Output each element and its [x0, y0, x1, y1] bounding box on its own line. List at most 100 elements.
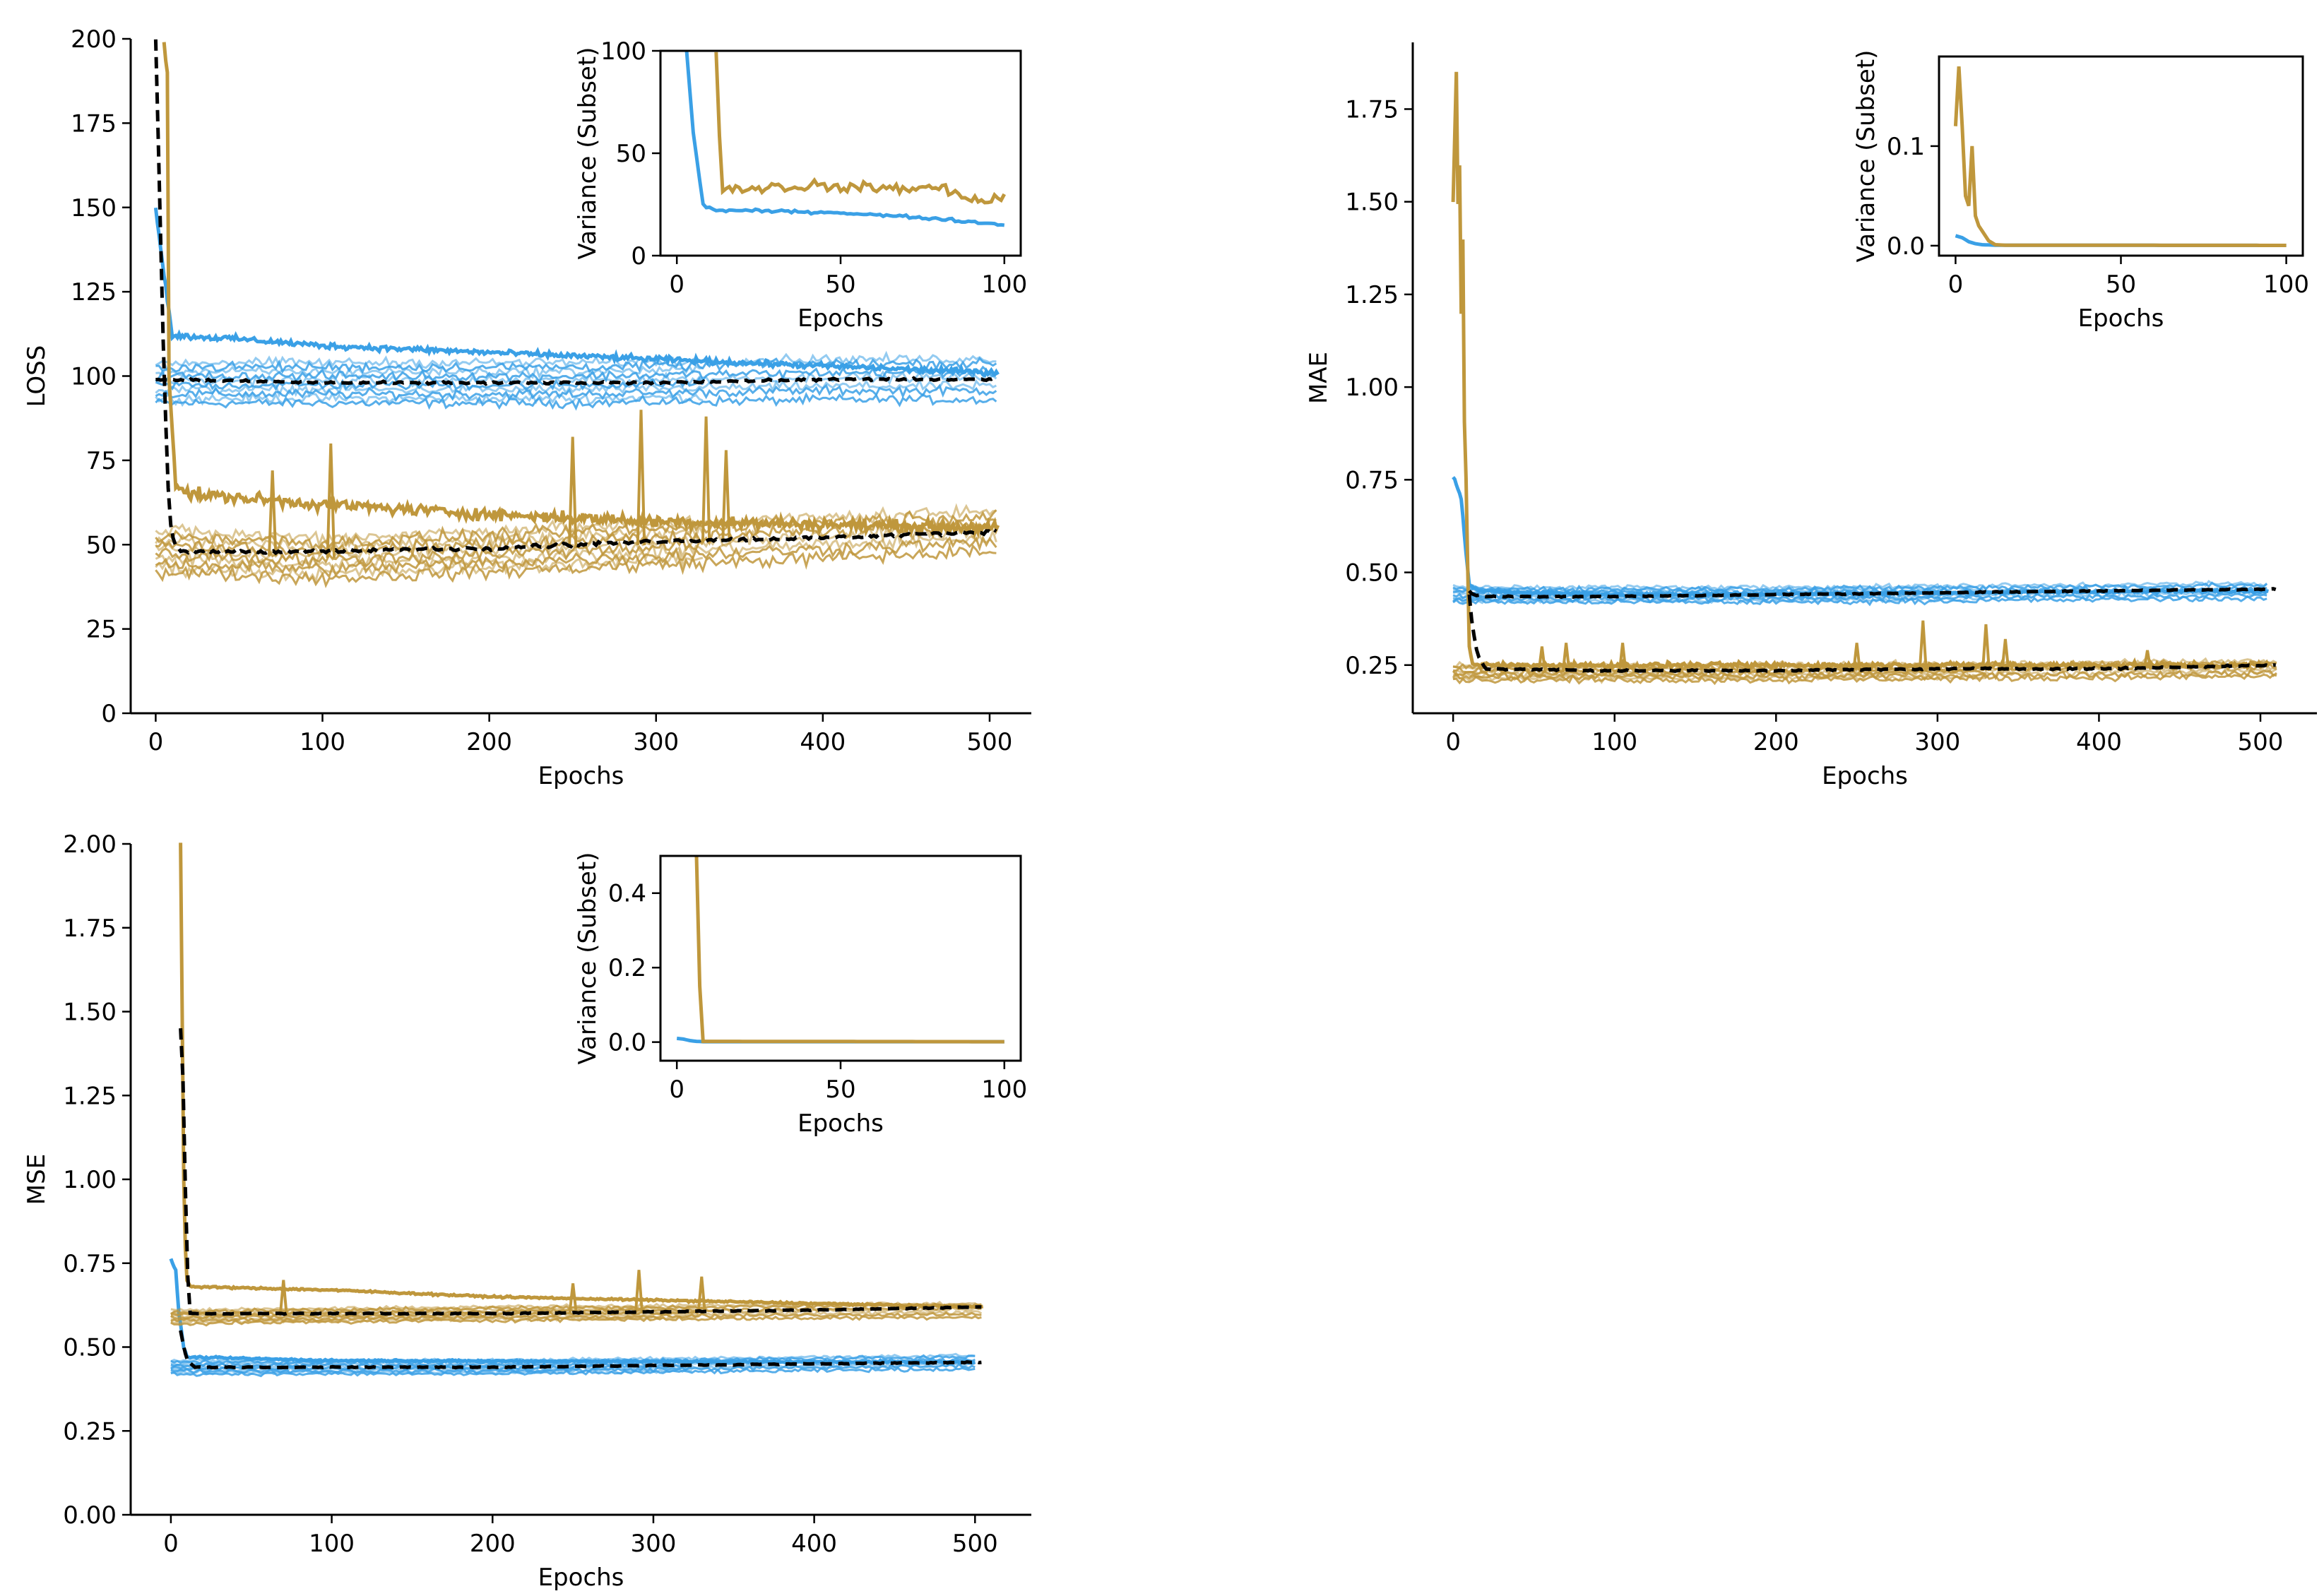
loss-main-y-tick-label: 25	[86, 616, 117, 644]
loss-main-series-blue-run	[155, 370, 997, 389]
loss-main-inset-x-tick-label: 100	[981, 270, 1027, 299]
mse-main-x-tick-label: 100	[309, 1530, 355, 1558]
mse-main-inset-series-gold	[694, 855, 1004, 1044]
loss-main-inset-y-tick-label: 100	[600, 37, 646, 66]
mae-main-x-tick-label: 0	[1445, 728, 1461, 756]
mse-main-y-tick-label: 0.25	[63, 1417, 117, 1446]
mse-main-spike-gold	[696, 1276, 706, 1313]
mse-main-inset-x-tick-label: 100	[981, 1076, 1027, 1104]
loss-main-y-tick-label: 125	[71, 278, 117, 306]
mae-main-spike-gold	[1537, 646, 1547, 673]
mse-main-inset: 0 50 100 0.0 0.2 0.4 Epochs Variance (Subset)	[574, 852, 1027, 1138]
loss-main-inset: 0 50 100 0 50 100 Epochs Variance (Subset)	[574, 37, 1027, 333]
loss-main-series-gold-run	[155, 535, 997, 579]
mse-main-x-axis-label: Epochs	[538, 1564, 624, 1592]
mae-main-series-gold-run	[1452, 668, 1986, 679]
mae-main-inset-frame	[1938, 55, 2304, 257]
mae-main-series-blue-run	[1452, 590, 2267, 601]
loss-main-plot-area	[153, 39, 1000, 589]
loss-main-inset-y-axis-label: Variance (Subset)	[574, 47, 602, 260]
loss-main-spike-gold	[268, 470, 278, 556]
mse-main-series-mean-mean-line	[179, 1028, 982, 1316]
mae-main-inset-y-tick-label: 0.0	[1887, 232, 1925, 261]
loss-main-series-mean-mean-line	[153, 39, 997, 556]
loss-main-inset-x-axis-label: Epochs	[798, 304, 884, 333]
mae-main-inset-x-tick-label: 50	[2106, 270, 2136, 299]
mse-main-y-tick-label: 2.00	[63, 830, 117, 859]
loss-main-spike-gold	[326, 443, 336, 558]
mae-main-y-tick-label: 1.50	[1345, 189, 1399, 217]
mae-main-series-blue-run	[1452, 580, 2268, 592]
mae-main-inset-x-tick-label: 0	[1948, 270, 1964, 299]
mae-main-x-tick-label: 300	[1914, 728, 1960, 756]
mae-main-x-tick-label: 400	[2076, 728, 2122, 756]
loss-main-series-mean-mean-line	[155, 376, 998, 386]
loss-main-y-tick-label: 50	[86, 531, 117, 559]
mae-main-x-axis-label: Epochs	[1822, 762, 1908, 790]
loss-main-series-blue-line	[153, 207, 1000, 378]
mae-main-spike-gold	[1981, 624, 1991, 672]
mae-main-y-tick-label: 0.75	[1345, 466, 1399, 494]
loss-main-series-blue-run	[155, 383, 997, 403]
mae-main: 0 100 200 300 400 5000.250.500.751.001.251.50…	[1305, 42, 2317, 790]
mae-main-series-mean-mean-line	[1468, 587, 2277, 600]
mae-main-spike-gold	[1561, 643, 1571, 673]
mae-main-inset-background	[1939, 56, 2303, 256]
loss-main-inset-series-gold	[714, 52, 1007, 205]
mae-main-y-tick-label: 0.50	[1345, 559, 1399, 588]
mse-main-inset-x-tick-label: 50	[825, 1076, 855, 1104]
loss-main-x-tick-label: 400	[800, 728, 846, 756]
mae-main-y-tick-label: 1.25	[1345, 281, 1399, 309]
loss-main-series-gold-run	[155, 542, 997, 589]
mae-main-spike-gold	[1852, 643, 1862, 672]
loss-main-y-tick-label: 150	[71, 194, 117, 222]
loss-main-series-gold-line	[162, 42, 1000, 540]
mse-main-x-tick-label: 0	[163, 1530, 179, 1558]
mse-main-y-tick-label: 1.00	[63, 1166, 117, 1194]
mse-main-series-blue-run	[170, 1366, 976, 1378]
loss-main-inset-background	[660, 51, 1021, 256]
loss-main-spike-gold	[568, 436, 578, 549]
loss-main-inset-series-blue	[684, 51, 1005, 227]
mae-main-series-mean-mean-line	[1467, 594, 2276, 674]
mse-main: 0 100 200 300 400 5000.000.250.500.751.001.25…	[23, 830, 1031, 1592]
loss-main-inset-y-tick-label: 0	[631, 242, 646, 270]
loss-main-series-blue-run	[155, 378, 997, 398]
loss-main-inset-plot-area	[684, 51, 1007, 227]
mae-main-inset-plot-area	[1953, 66, 2287, 247]
mae-main-spike-gold	[1618, 643, 1628, 673]
mae-main-y-tick-label: 1.75	[1345, 95, 1399, 124]
loss-main-y-tick-label: 75	[86, 447, 117, 475]
loss-main-x-tick-label: 500	[967, 728, 1013, 756]
loss-main-inset-x-tick-label: 50	[825, 270, 855, 299]
panels: 0 100 200 300 400 5000255075100125150175200Ep…	[23, 25, 2317, 1592]
mae-main-inset-series-gold	[1953, 66, 2287, 247]
mse-main-series-mean-mean-line	[179, 1330, 982, 1370]
loss-main-y-tick-label: 0	[101, 700, 117, 728]
mae-main-x-tick-label: 500	[2238, 728, 2284, 756]
loss-main-y-tick-label: 200	[71, 25, 117, 54]
mse-main-inset-y-axis-label: Variance (Subset)	[574, 852, 602, 1065]
mse-main-plot-area	[169, 842, 984, 1378]
mse-main-spike-gold	[568, 1283, 578, 1314]
mae-main-series-gold-run	[1452, 668, 2277, 681]
loss-main-inset-y-tick-label: 50	[616, 140, 646, 168]
loss-main-y-axis-label: LOSS	[23, 345, 51, 407]
mse-main-x-tick-label: 400	[791, 1530, 837, 1558]
mse-main-y-tick-label: 0.75	[63, 1250, 117, 1278]
mse-main-inset-x-tick-label: 0	[669, 1076, 684, 1104]
loss-main-inset-frame	[659, 49, 1022, 257]
mse-main-y-tick-label: 1.50	[63, 999, 117, 1027]
mae-main-inset-x-axis-label: Epochs	[2078, 304, 2164, 333]
loss-main-spike-gold	[721, 450, 731, 542]
loss-main-inset-x-tick-label: 0	[669, 270, 684, 299]
loss-main-series-gold-run	[155, 528, 997, 571]
mse-main-inset-x-axis-label: Epochs	[798, 1109, 884, 1138]
mse-main-y-tick-label: 0.50	[63, 1334, 117, 1362]
loss-main-spike-gold	[701, 416, 711, 543]
mse-main-spike-gold	[278, 1280, 288, 1316]
mse-main-y-axis-label: MSE	[23, 1154, 51, 1205]
loss-main-x-tick-label: 0	[148, 728, 164, 756]
mse-main-series-gold-run	[170, 1309, 983, 1321]
